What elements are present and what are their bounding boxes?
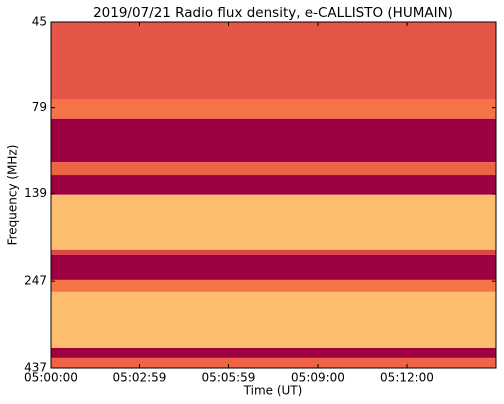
x-tick-label: 05:02:59 [113, 371, 167, 385]
y-tick-label: 437 [24, 361, 47, 375]
chart-title: 2019/07/21 Radio flux density, e-CALLIST… [93, 5, 453, 21]
frequency-band [51, 255, 496, 280]
frequency-band [51, 99, 496, 119]
x-tick-label: 05:09:00 [291, 371, 345, 385]
y-axis-label: Frequency (MHz) [6, 145, 20, 246]
y-tick-label: 79 [32, 100, 47, 114]
x-tick-label: 05:12:00 [380, 371, 434, 385]
frequency-band [51, 347, 496, 358]
frequency-band [51, 249, 496, 256]
frequency-band [51, 279, 496, 292]
y-tick-label: 45 [32, 15, 47, 29]
x-tick-label: 05:05:59 [202, 371, 256, 385]
frequency-band [51, 118, 496, 163]
plot-area [51, 22, 496, 368]
y-tick-label: 247 [24, 274, 47, 288]
x-tick-label: 05:00:00 [24, 371, 78, 385]
frequency-band [51, 357, 496, 368]
frequency-band [51, 194, 496, 250]
plot-frame [50, 21, 497, 369]
frequency-band [51, 162, 496, 176]
frequency-band [51, 175, 496, 195]
frequency-band [51, 291, 496, 348]
y-tick-label: 139 [24, 186, 47, 200]
x-axis-label: Time (UT) [243, 384, 303, 398]
frequency-band [51, 22, 496, 100]
